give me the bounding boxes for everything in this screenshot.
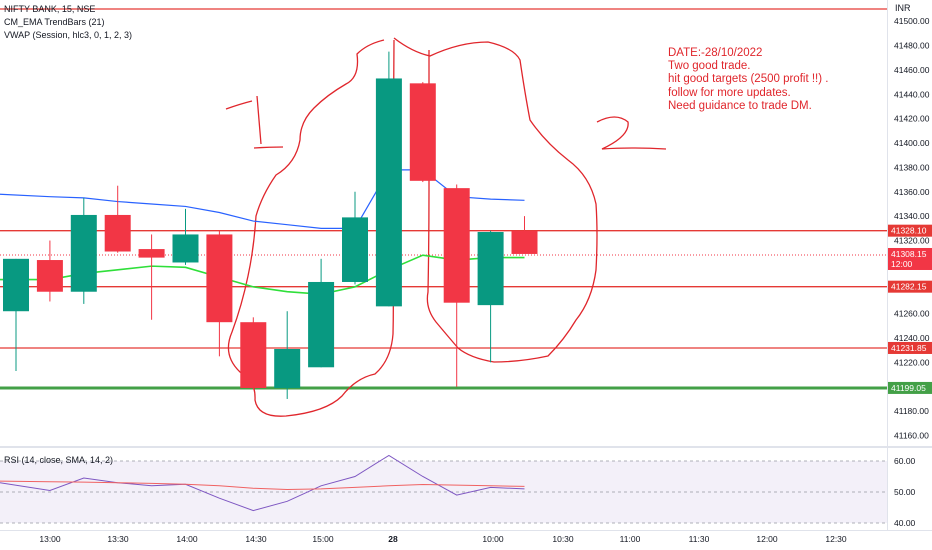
marker-2-drawing bbox=[596, 116, 667, 150]
price-tick-label: 41160.00 bbox=[894, 431, 929, 441]
candle-body-up bbox=[274, 349, 301, 388]
level-label: 41199.05 bbox=[891, 383, 926, 393]
rsi-line bbox=[0, 454, 525, 512]
time-tick-label: 13:00 bbox=[39, 534, 61, 544]
note-line-5: Need guidance to trade DM. bbox=[668, 99, 812, 112]
currency-label: INR bbox=[895, 3, 911, 13]
vwap-indicator-label[interactable]: VWAP (Session, hlc3, 0, 1, 2, 3) bbox=[4, 30, 133, 40]
indicator-lines bbox=[0, 169, 525, 295]
candle-body-up bbox=[172, 234, 199, 263]
price-tick-label: 41400.00 bbox=[894, 138, 930, 148]
candle-body-up bbox=[477, 232, 504, 306]
candle-body-up bbox=[3, 258, 29, 312]
marker-1-drawing bbox=[225, 95, 284, 149]
level-label: 41328.10 bbox=[891, 226, 927, 236]
level-label-bg bbox=[888, 341, 932, 354]
candles bbox=[3, 51, 538, 399]
price-tick-label: 41260.00 bbox=[894, 309, 930, 319]
candle-body-down bbox=[409, 83, 436, 181]
countdown-label: 12:00 bbox=[891, 259, 913, 269]
price-tick-label: 41480.00 bbox=[894, 41, 930, 51]
price-tick-label: 41340.00 bbox=[894, 211, 930, 221]
level-label: 41282.15 bbox=[891, 282, 927, 292]
time-tick-label: 12:30 bbox=[825, 534, 847, 544]
level-label-bg bbox=[888, 224, 932, 237]
rsi-tick-label: 50.00 bbox=[894, 487, 916, 497]
candle-body-down bbox=[36, 260, 63, 292]
time-tick-label: 13:30 bbox=[107, 534, 129, 544]
ema-indicator-label[interactable]: CM_EMA TrendBars (21) bbox=[4, 17, 105, 27]
horizontal-levels bbox=[0, 8, 887, 390]
price-tick-label: 41380.00 bbox=[894, 162, 930, 172]
time-tick-label: 15:00 bbox=[312, 534, 334, 544]
candle-body-down bbox=[443, 188, 470, 303]
price-tick-label: 41240.00 bbox=[894, 333, 930, 343]
rsi-pane bbox=[0, 454, 887, 524]
trade-2-circle bbox=[393, 37, 598, 363]
price-tick-label: 41440.00 bbox=[894, 89, 930, 99]
candle-body-down bbox=[206, 234, 233, 323]
rsi-tick-label: 60.00 bbox=[894, 456, 916, 466]
price-tick-label: 41420.00 bbox=[894, 114, 930, 124]
rsi-indicator-label[interactable]: RSI (14, close, SMA, 14, 2) bbox=[4, 455, 114, 465]
time-tick-label: 11:00 bbox=[620, 534, 641, 544]
ema-line bbox=[0, 254, 525, 295]
level-label-bg bbox=[888, 381, 932, 394]
note-line-2: Two good trade. bbox=[668, 60, 751, 73]
price-tick-label: 41360.00 bbox=[894, 187, 930, 197]
note-line-3: hit good targets (2500 profit !!) . bbox=[668, 73, 829, 86]
chart-legend: NIFTY BANK, 15, NSE CM_EMA TrendBars (21… bbox=[4, 3, 132, 42]
note-date: DATE:-28/10/2022 bbox=[668, 47, 763, 59]
level-label-bg bbox=[888, 280, 932, 293]
price-axis: 41160.0041180.0041200.0041220.0041240.00… bbox=[894, 16, 930, 528]
level-labels: 41328.10 41282.15 41231.85 41199.05 41308.15… bbox=[888, 224, 932, 394]
time-tick-label: 14:30 bbox=[245, 534, 267, 544]
level-label: 41231.85 bbox=[891, 343, 927, 353]
price-tick-label: 41180.00 bbox=[894, 406, 929, 416]
candle-body-up bbox=[70, 214, 97, 292]
symbol-title[interactable]: NIFTY BANK, 15, NSE bbox=[4, 4, 96, 14]
vwap-line bbox=[0, 169, 525, 229]
time-tick-label: 10:30 bbox=[552, 534, 574, 544]
last-price-label: 41308.15 bbox=[891, 249, 927, 259]
last-price-label-bg bbox=[888, 247, 932, 270]
rsi-tick-label: 40.00 bbox=[894, 518, 916, 528]
time-axis: 13:00 13:30 14:00 14:30 15:00 28 10:00 10:30 11:… bbox=[39, 534, 847, 544]
time-tick-label: 12:00 bbox=[756, 534, 778, 544]
price-tick-label: 41320.00 bbox=[894, 236, 930, 246]
trade-note: DATE:-28/10/2022 Two good trade. hit goo… bbox=[668, 47, 828, 113]
candle-body-up bbox=[342, 217, 368, 282]
candle-body-down bbox=[104, 214, 131, 252]
candle-body-down bbox=[511, 230, 538, 254]
candle-body-down bbox=[240, 322, 267, 388]
time-tick-label: 11:30 bbox=[689, 534, 710, 544]
rsi-legend: RSI (14, close, SMA, 14, 2) bbox=[4, 454, 113, 467]
gridlines bbox=[0, 0, 932, 531]
candle-body-down bbox=[138, 249, 165, 258]
time-tick-label: 10:00 bbox=[482, 534, 504, 544]
note-line-4: follow for more updates. bbox=[668, 86, 791, 99]
price-tick-label: 41500.00 bbox=[894, 16, 930, 26]
time-tick-label: 28 bbox=[388, 534, 398, 544]
candle-body-up bbox=[375, 78, 402, 307]
time-tick-label: 14:00 bbox=[176, 534, 198, 544]
price-tick-label: 41220.00 bbox=[894, 357, 930, 367]
price-tick-label: 41460.00 bbox=[894, 65, 930, 75]
rsi-ma-line bbox=[0, 480, 525, 491]
candle-body-up bbox=[308, 281, 335, 368]
pane-separator bbox=[0, 446, 932, 448]
